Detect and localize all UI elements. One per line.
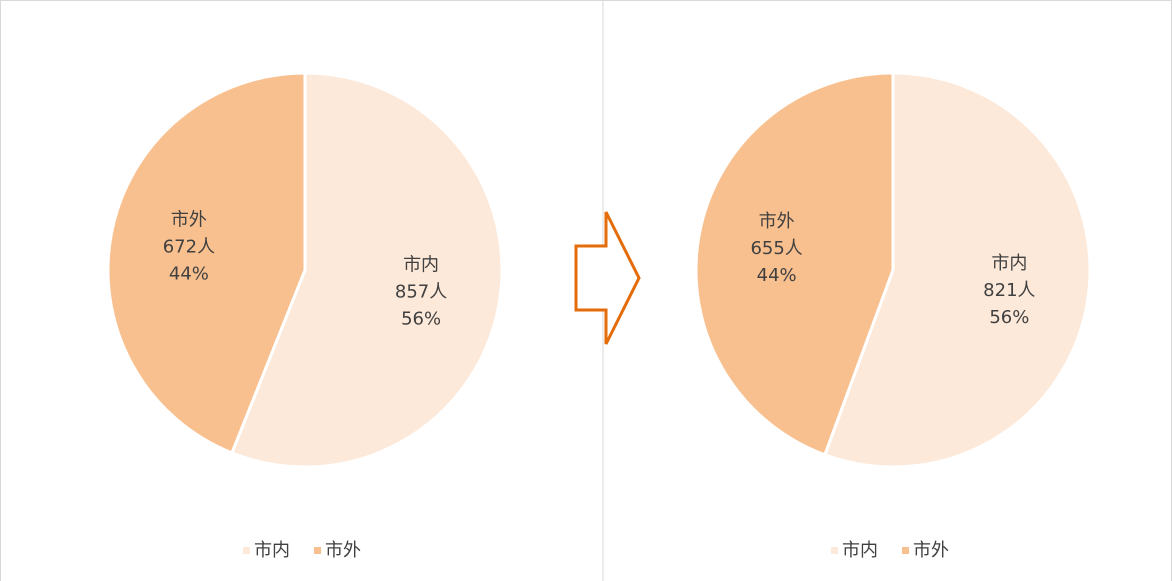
legend-label: 市外 [325, 540, 361, 561]
legend-label: 市外 [913, 540, 949, 561]
data-label: 857人 [395, 281, 447, 302]
data-label: 市外 [171, 210, 207, 231]
data-label: 821人 [983, 280, 1035, 301]
data-label: 市内 [991, 253, 1027, 274]
pie-slice [229, 71, 504, 469]
legend-swatch [831, 547, 838, 554]
data-label: 44% [757, 265, 797, 286]
legend-swatch [243, 547, 250, 554]
data-label: 市外 [759, 211, 795, 232]
arrow [574, 211, 641, 345]
data-label: 56% [401, 308, 441, 329]
data-label: 655人 [750, 238, 802, 259]
legend-label: 市内 [842, 540, 878, 561]
pie-slice [694, 71, 895, 457]
data-label: 44% [169, 264, 209, 285]
data-label: 市内 [403, 254, 439, 275]
legend-swatch [314, 547, 321, 554]
pie-slice [822, 71, 1092, 469]
legend-label: 市内 [254, 540, 290, 561]
data-label: 56% [989, 307, 1029, 328]
data-label: 672人 [163, 237, 215, 258]
legend-swatch [902, 547, 909, 554]
pie-slice [106, 71, 307, 455]
